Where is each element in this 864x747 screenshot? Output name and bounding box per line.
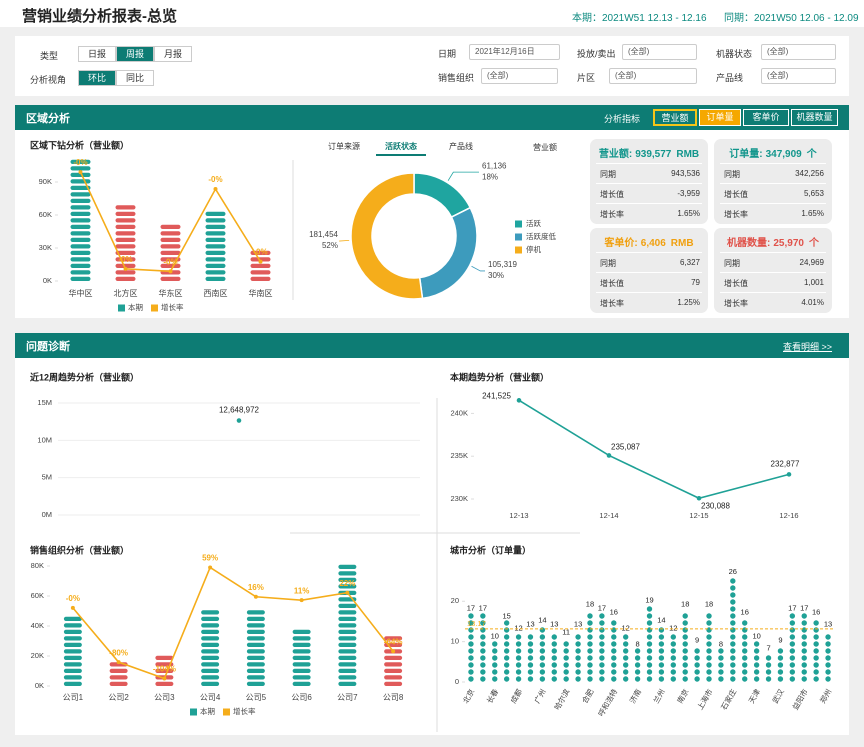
diagnosis-panel <box>15 358 849 735</box>
kpi-card: 机器数量: 25,970 个同期 24,969 增长值 1,001 增长率 4.01% <box>714 228 832 313</box>
kpi-row-label: 增长率 <box>724 299 748 308</box>
kpi-name: 订单量: <box>729 149 763 160</box>
metric-button[interactable]: 营业额 <box>653 109 697 126</box>
kpi-row-value: 342,256 <box>795 169 824 178</box>
dropdown[interactable]: (全部) <box>481 68 558 84</box>
segment-button[interactable]: 日报 <box>78 46 116 62</box>
metric-button[interactable]: 机器数量 <box>791 109 838 126</box>
kpi-title: 营业额: 939,577 RMB <box>590 145 708 160</box>
section-title: 问题诊断 <box>26 341 70 353</box>
filter-label: 分析视角 <box>30 75 67 85</box>
kpi-row-sep <box>720 163 826 164</box>
kpi-row-label: 同期 <box>600 259 616 268</box>
kpi-row-sep <box>596 272 702 273</box>
kpi-row-label: 增长值 <box>600 279 624 288</box>
dropdown-label: 片区 <box>577 73 596 83</box>
kpi-row-label: 同期 <box>724 170 740 179</box>
filter-panel <box>15 36 849 96</box>
kpi-row-sep <box>720 203 826 204</box>
dropdown-label: 投放/卖出 <box>577 49 616 59</box>
kpi-row-value: 1,001 <box>803 278 824 287</box>
section-header <box>15 333 849 358</box>
dropdown[interactable]: (全部) <box>622 44 697 60</box>
tab[interactable]: 订单来源 <box>328 142 360 151</box>
dropdown[interactable]: (全部) <box>761 68 836 84</box>
kpi-unit: 个 <box>806 149 817 160</box>
kpi-row-value: 79 <box>691 278 700 287</box>
dropdown[interactable]: (全部) <box>609 68 697 84</box>
kpi-card: 客单价: 6,406 RMB 同期 6,327 增长值 79 增长率 1.25% <box>590 228 708 313</box>
kpi-row-label: 增长值 <box>724 279 748 288</box>
kpi-row-sep <box>596 163 702 164</box>
segment-button[interactable]: 环比 <box>78 70 116 86</box>
kpi-row-value: 943,536 <box>671 169 700 178</box>
kpi-row-value: 1.65% <box>801 209 824 218</box>
segment-button[interactable]: 周报 <box>116 46 154 62</box>
dropdown-label: 机器状态 <box>716 49 753 59</box>
segment-button[interactable]: 同比 <box>116 70 154 86</box>
kpi-row-label: 增长率 <box>724 210 748 219</box>
kpi-unit: 个 <box>808 238 819 249</box>
kpi-row-value: 6,327 <box>679 258 700 267</box>
dropdown[interactable]: (全部) <box>761 44 836 60</box>
header-bar <box>0 0 864 27</box>
metric-label: 分析指标 <box>604 114 641 124</box>
detail-link[interactable]: 查看明细 >> <box>783 342 833 352</box>
kpi-title: 客单价: 6,406 RMB <box>590 234 708 249</box>
kpi-card: 营业额: 939,577 RMB 同期 943,536 增长值 -3,959 增长率 1.65% <box>590 139 708 224</box>
kpi-row-sep <box>720 292 826 293</box>
compare-period: 同期：2021W50 12.06 - 12.09 <box>724 13 859 24</box>
metric-button[interactable]: 订单量 <box>699 109 741 126</box>
period: 本期：2021W51 12.13 - 12.16 <box>572 13 707 24</box>
kpi-row-value: 24,969 <box>799 258 824 267</box>
kpi-row-value: 1.25% <box>677 298 700 307</box>
kpi-row-value: 5,653 <box>803 189 824 198</box>
kpi-row-label: 同期 <box>724 259 740 268</box>
kpi-row-label: 同期 <box>600 170 616 179</box>
kpi-row-value: -3,959 <box>677 189 700 198</box>
dropdown[interactable]: 2021年12月16日 <box>469 44 560 60</box>
kpi-row-value: 4.01% <box>801 298 824 307</box>
kpi-unit: RMB <box>676 149 700 160</box>
kpi-value: 6,406 <box>640 238 666 249</box>
kpi-unit: RMB <box>670 238 694 249</box>
filter-label: 类型 <box>40 51 59 61</box>
kpi-row-label: 增长值 <box>724 190 748 199</box>
kpi-row-label: 增长值 <box>600 190 624 199</box>
kpi-value: 25,970 <box>773 238 804 249</box>
kpi-row-sep <box>720 272 826 273</box>
tab[interactable]: 产品线 <box>449 142 473 151</box>
kpi-name: 客单价: <box>604 238 638 249</box>
page-title: 营销业绩分析报表-总览 <box>22 8 177 25</box>
kpi-row-sep <box>720 252 826 253</box>
dropdown-label: 销售组织 <box>438 73 475 83</box>
kpi-value: 347,909 <box>765 149 802 160</box>
kpi-row-sep <box>596 183 702 184</box>
kpi-row-label: 增长率 <box>600 299 624 308</box>
dropdown-label: 产品线 <box>716 73 744 83</box>
kpi-row-sep <box>596 292 702 293</box>
kpi-name: 机器数量: <box>727 238 771 249</box>
section-title: 区域分析 <box>26 113 70 125</box>
kpi-title: 机器数量: 25,970 个 <box>714 234 832 249</box>
kpi-title: 订单量: 347,909 个 <box>714 145 832 160</box>
kpi-row-value: 1.65% <box>677 209 700 218</box>
kpi-value: 939,577 <box>635 149 672 160</box>
dropdown-label: 日期 <box>438 49 457 59</box>
kpi-row-label: 增长率 <box>600 210 624 219</box>
tab[interactable]: 活跃状态 <box>376 141 426 156</box>
kpi-row-sep <box>596 252 702 253</box>
segment-button[interactable]: 月报 <box>154 46 192 62</box>
kpi-row-sep <box>596 203 702 204</box>
metric-button[interactable]: 客单价 <box>743 109 789 126</box>
tab-metric: 营业额 <box>533 143 557 152</box>
kpi-card: 订单量: 347,909 个同期 342,256 增长值 5,653 增长率 1.65% <box>714 139 832 224</box>
kpi-row-sep <box>720 183 826 184</box>
kpi-name: 营业额: <box>598 149 633 160</box>
